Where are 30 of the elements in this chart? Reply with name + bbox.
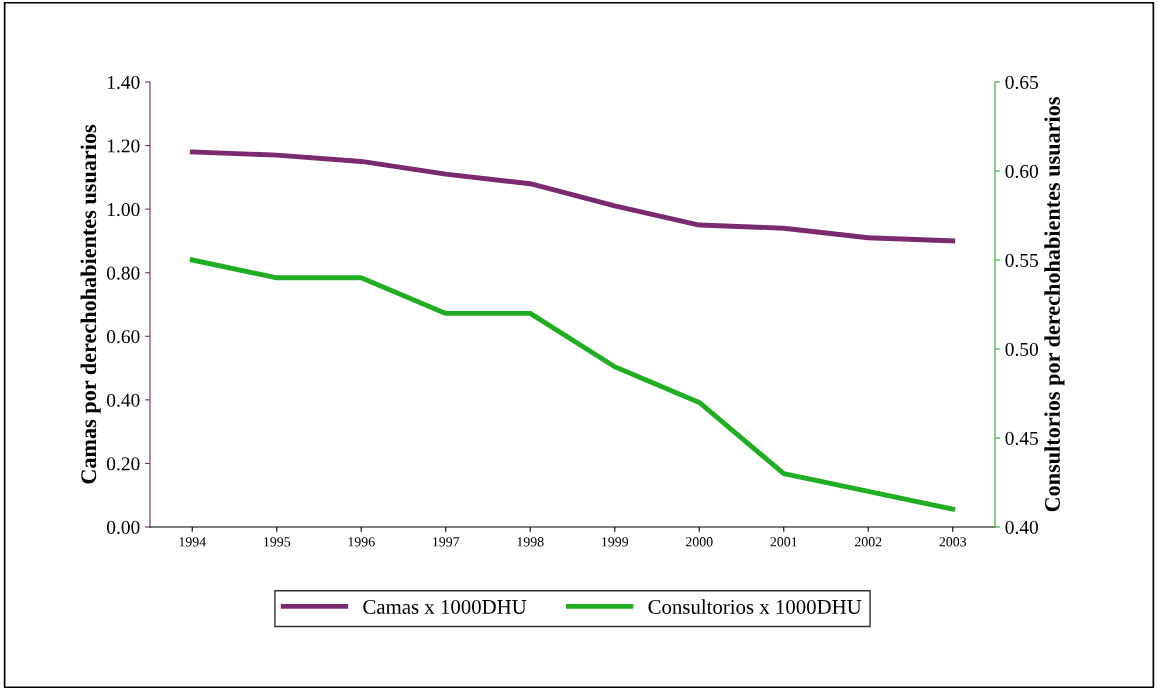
y-tick-label: 0.80 bbox=[106, 266, 140, 280]
y-tick-label: 0.60 bbox=[106, 330, 140, 344]
y-axis-title: Camas por derechohabientes usuarios bbox=[80, 124, 101, 484]
y2-tick-label: 0.60 bbox=[1005, 164, 1039, 179]
x-tick-label: 1996 bbox=[348, 537, 375, 547]
y2-tick-label: 0.45 bbox=[1005, 431, 1038, 446]
line-series bbox=[189, 149, 956, 244]
x-tick-label: 1997 bbox=[433, 537, 460, 547]
x-tick-label: 2002 bbox=[854, 537, 882, 547]
x-tick-label: 2001 bbox=[770, 537, 797, 547]
y2-tick-label: 0.40 bbox=[1005, 520, 1039, 535]
x-tick-label: 1999 bbox=[602, 537, 629, 547]
y-tick-label: 0.00 bbox=[106, 520, 140, 535]
y2-tick-label: 0.50 bbox=[1005, 342, 1039, 357]
y2-tick-label: 0.55 bbox=[1005, 253, 1038, 268]
y-tick-label: 1.20 bbox=[107, 139, 140, 153]
y2-axis-title: Consultorios por derechohabientes usuarios bbox=[1044, 97, 1065, 512]
y-tick-label: 1.00 bbox=[107, 202, 140, 217]
y-tick-label: 0.40 bbox=[106, 393, 140, 407]
y2-tick-label: 0.65 bbox=[1005, 75, 1038, 90]
line-series bbox=[189, 257, 956, 512]
legend-label: Consultorios x 1000DHU bbox=[648, 599, 862, 614]
legend-label: Camas x 1000DHU bbox=[363, 599, 527, 614]
y-tick-label: 0.20 bbox=[106, 457, 140, 471]
x-tick-label: 1994 bbox=[179, 537, 206, 547]
x-tick-label: 1995 bbox=[264, 537, 291, 547]
y-tick-label: 1.40 bbox=[107, 75, 140, 90]
x-tick-label: 2003 bbox=[939, 537, 967, 547]
x-tick-label: 1998 bbox=[517, 537, 544, 547]
x-tick-label: 2000 bbox=[685, 537, 713, 547]
